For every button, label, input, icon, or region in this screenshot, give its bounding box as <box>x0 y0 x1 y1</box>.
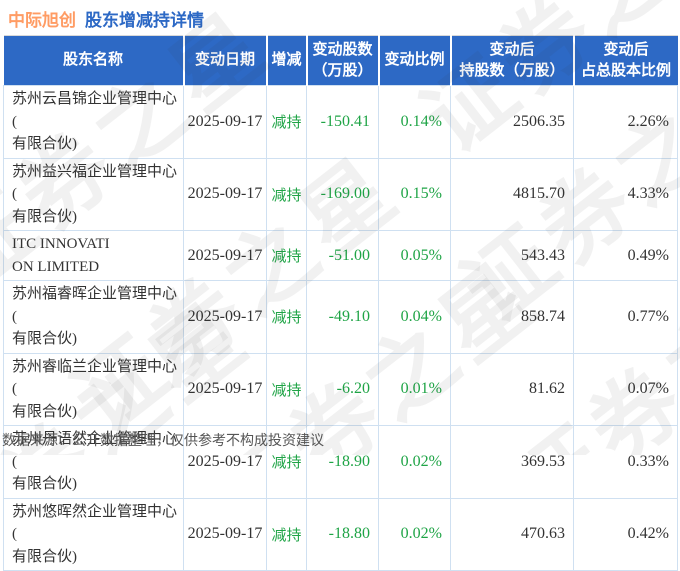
change-shares-cell: -169.00 <box>306 157 379 231</box>
change-shares-cell: -49.10 <box>306 280 379 354</box>
ratio-after-cell: 4.33% <box>573 157 678 231</box>
data-source-note: 数据来源：公开数据整理，仅供参考不构成投资建议 <box>2 432 324 448</box>
shareholder-name-cell: 苏州悠晖然企业管理中心( 有限合伙) <box>3 497 184 571</box>
page-title: 中际旭创 股东增减持详情 <box>0 0 680 30</box>
report-title: 股东增减持详情 <box>85 11 204 30</box>
ratio-after-cell: 0.77% <box>573 280 678 354</box>
action-cell: 减持 <box>266 280 307 354</box>
shareholder-name-cell: 苏州睿临兰企业管理中心( 有限合伙) <box>3 352 184 426</box>
change-ratio-cell: 0.15% <box>378 157 451 231</box>
shares-after-cell: 2506.35 <box>450 85 574 159</box>
ratio-after-cell: 0.42% <box>573 497 678 571</box>
column-header-2: 增减 <box>266 35 308 86</box>
table-row: 苏州福睿晖企业管理中心( 有限合伙) 2025-09-17 减持 -49.10 0.04… <box>3 280 678 354</box>
shares-after-cell: 81.62 <box>450 352 574 426</box>
table-row: 苏州悠晖然企业管理中心( 有限合伙) 2025-09-17 减持 -18.80 0.02… <box>3 497 678 571</box>
table-row: 苏州益兴福企业管理中心( 有限合伙) 2025-09-17 减持 -169.00 0.1… <box>3 157 678 231</box>
action-cell: 减持 <box>266 157 307 231</box>
change-shares-cell: -18.80 <box>306 497 379 571</box>
change-date-cell: 2025-09-17 <box>183 85 267 159</box>
shares-after-cell: 543.43 <box>450 230 574 281</box>
shares-after-cell: 858.74 <box>450 280 574 354</box>
column-header-4: 变动比例 <box>378 35 452 86</box>
change-ratio-cell: 0.01% <box>378 352 451 426</box>
ratio-after-cell: 0.33% <box>573 425 678 499</box>
change-ratio-cell: 0.02% <box>378 497 451 571</box>
table-row: 苏州睿临兰企业管理中心( 有限合伙) 2025-09-17 减持 -6.20 0.01%… <box>3 352 678 426</box>
change-ratio-cell: 0.04% <box>378 280 451 354</box>
shares-after-cell: 4815.70 <box>450 157 574 231</box>
change-shares-cell: -150.41 <box>306 85 379 159</box>
table-header-row: 股东名称 变动日期 增减 变动股数 （万股） 变动比例 变动后 持股数（万股） 变动后 占总… <box>3 35 678 86</box>
change-date-cell: 2025-09-17 <box>183 230 267 281</box>
change-date-cell: 2025-09-17 <box>183 280 267 354</box>
change-ratio-cell: 0.02% <box>378 425 451 499</box>
column-header-5: 变动后 持股数（万股） <box>450 35 575 86</box>
change-ratio-cell: 0.14% <box>378 85 451 159</box>
ratio-after-cell: 2.26% <box>573 85 678 159</box>
shares-after-cell: 470.63 <box>450 497 574 571</box>
table-row: 苏州云昌锦企业管理中心( 有限合伙) 2025-09-17 减持 -150.41 0.1… <box>3 85 678 159</box>
shareholder-name-cell: 苏州福睿晖企业管理中心( 有限合伙) <box>3 280 184 354</box>
ratio-after-cell: 0.07% <box>573 352 678 426</box>
shareholder-name-cell: 苏州益兴福企业管理中心( 有限合伙) <box>3 157 184 231</box>
column-header-6: 变动后 占总股本比例 <box>573 35 678 86</box>
shares-after-cell: 369.53 <box>450 425 574 499</box>
stock-name: 中际旭创 <box>8 11 76 30</box>
change-ratio-cell: 0.05% <box>378 230 451 281</box>
ratio-after-cell: 0.49% <box>573 230 678 281</box>
change-date-cell: 2025-09-17 <box>183 157 267 231</box>
table-row: ITC INNOVATI ON LIMITED 2025-09-17 减持 -51.0… <box>3 230 678 281</box>
shareholder-name-cell: ITC INNOVATI ON LIMITED <box>3 230 184 281</box>
column-header-3: 变动股数 （万股） <box>306 35 380 86</box>
action-cell: 减持 <box>266 230 307 281</box>
action-cell: 减持 <box>266 85 307 159</box>
action-cell: 减持 <box>266 352 307 426</box>
change-date-cell: 2025-09-17 <box>183 352 267 426</box>
shareholder-name-cell: 苏州云昌锦企业管理中心( 有限合伙) <box>3 85 184 159</box>
change-date-cell: 2025-09-17 <box>183 497 267 571</box>
shareholder-change-table: 股东名称 变动日期 增减 变动股数 （万股） 变动比例 变动后 持股数（万股） 变动后 占总… <box>3 35 678 571</box>
change-shares-cell: -6.20 <box>306 352 379 426</box>
change-shares-cell: -51.00 <box>306 230 379 281</box>
action-cell: 减持 <box>266 497 307 571</box>
column-header-0: 股东名称 <box>3 35 185 86</box>
column-header-1: 变动日期 <box>183 35 268 86</box>
